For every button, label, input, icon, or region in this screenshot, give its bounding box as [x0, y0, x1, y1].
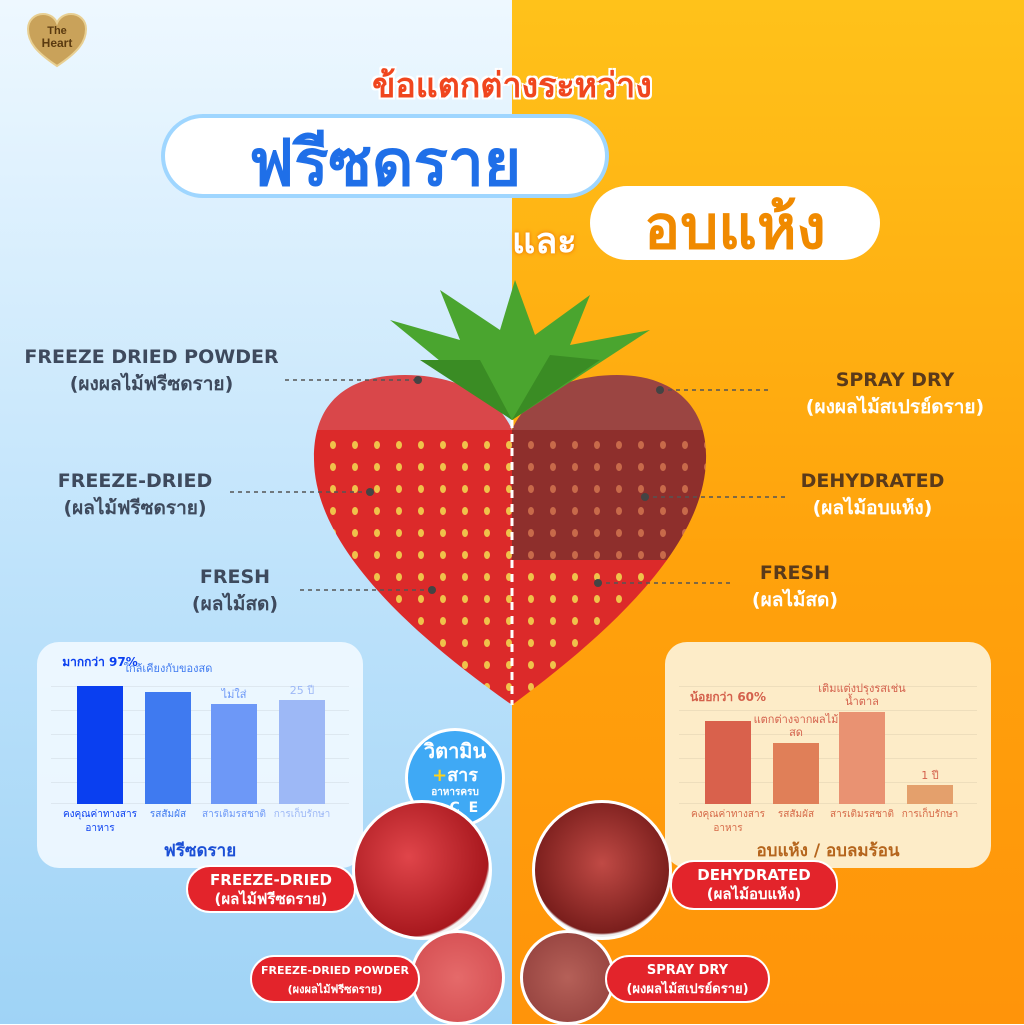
- and-text: และ: [512, 221, 577, 262]
- freeze-dried-powder-badge: FREEZE-DRIED POWDER (ผงผลไม้ฟรีซดราย): [250, 955, 420, 1003]
- dehydrated-chart: น้อยกว่า 60% คงคุณค่าทางสารอาหาร แตกต่างจา…: [665, 642, 991, 868]
- category-label: สารเติมรสชาติ: [830, 809, 894, 820]
- chart-title: อบแห้ง / อบลมร้อน: [756, 841, 900, 861]
- category-label: คงคุณค่าทางสารอาหาร: [690, 809, 766, 834]
- dehydrated-title-box: [590, 186, 880, 260]
- strawberry-heart: [313, 280, 707, 705]
- freeze-dried-powder-photo: [410, 930, 505, 1025]
- category-label: สารเติมรสชาติ: [202, 809, 266, 820]
- bar: [773, 742, 819, 804]
- leader-lines: [230, 376, 785, 594]
- gridline: [51, 710, 349, 711]
- spray-dry-photo: [520, 930, 615, 1025]
- spray-dry-badge: SPRAY DRY (ผงผลไม้สเปรย์ดราย): [605, 955, 770, 1003]
- bar: [907, 785, 953, 804]
- bar-value-label: น้อยกว่า 60%: [689, 690, 767, 705]
- gridline: [679, 686, 977, 687]
- bar: [145, 691, 191, 804]
- gridline: [679, 782, 977, 783]
- bar-value-label: มากกว่า 97%: [62, 655, 138, 669]
- bar-value-label: 25 ปี: [289, 684, 315, 698]
- gridline: [51, 758, 349, 759]
- freeze-dried-chart: มากกว่า 97% คงคุณค่าทางสารอาหาร ใกล้เคียงก…: [37, 642, 363, 868]
- category-label: รสสัมผัส: [777, 809, 815, 820]
- gridline: [679, 758, 977, 759]
- dehydrated-badge: DEHYDRATED (ผลไม้อบแห้ง): [670, 860, 838, 910]
- bar-value-label: เติมแต่งปรุงรสเช่น น้ำตาล: [818, 681, 906, 708]
- gridline: [679, 710, 977, 711]
- bar-value-label: ใกล้เคียงกับของสด: [123, 661, 213, 675]
- gridline: [51, 803, 349, 804]
- dehydrated-title: อบแห้ง: [644, 193, 826, 263]
- label-spray-dry: SPRAY DRY (ผงผลไม้สเปรย์ดราย): [805, 369, 985, 418]
- label-fresh-left: FRESH (ผลไม้สด): [191, 566, 279, 615]
- bar-value-label: 1 ปี: [921, 769, 939, 783]
- bar: [77, 686, 123, 804]
- freeze-dried-title: ฟรีซดราย: [248, 127, 522, 201]
- bar: [839, 711, 885, 804]
- bar: [705, 721, 751, 804]
- label-dehydrated: DEHYDRATED (ผลไม้อบแห้ง): [800, 470, 945, 519]
- gridline: [679, 734, 977, 735]
- bar-value-label: แตกต่างจากผลไม้สด: [753, 712, 839, 739]
- chart-title: ฟรีซดราย: [163, 841, 237, 861]
- freeze-dried-title-box: [165, 118, 605, 194]
- freeze-dried-badge: FREEZE-DRIED (ผลไม้ฟรีซดราย): [186, 865, 356, 913]
- category-label: รสสัมผัส: [149, 809, 187, 820]
- gridline: [679, 803, 977, 804]
- svg-text:Heart: Heart: [42, 36, 73, 50]
- label-fresh-right: FRESH (ผลไม้สด): [751, 562, 839, 611]
- dehydrated-photo: [532, 800, 672, 940]
- bar: [211, 703, 257, 804]
- heart-logo: The Heart: [26, 12, 88, 68]
- category-label: คงคุณค่าทางสารอาหาร: [62, 809, 138, 834]
- svg-text:The: The: [47, 25, 67, 37]
- freeze-dried-photo: [352, 800, 492, 940]
- category-label: การเก็บรักษา: [273, 809, 331, 820]
- label-freeze-dried-powder: FREEZE DRIED POWDER (ผงผลไม้ฟรีซดราย): [24, 346, 279, 395]
- label-freeze-dried: FREEZE-DRIED (ผลไม้ฟรีซดราย): [57, 470, 213, 519]
- bar-value-label: ไม่ใส่: [221, 687, 247, 701]
- title-line1: ข้อแตกต่างระหว่าง: [372, 66, 652, 106]
- bar: [279, 700, 325, 804]
- gridline: [51, 686, 349, 687]
- gridline: [51, 734, 349, 735]
- category-label: การเก็บรักษา: [901, 809, 959, 820]
- gridline: [51, 782, 349, 783]
